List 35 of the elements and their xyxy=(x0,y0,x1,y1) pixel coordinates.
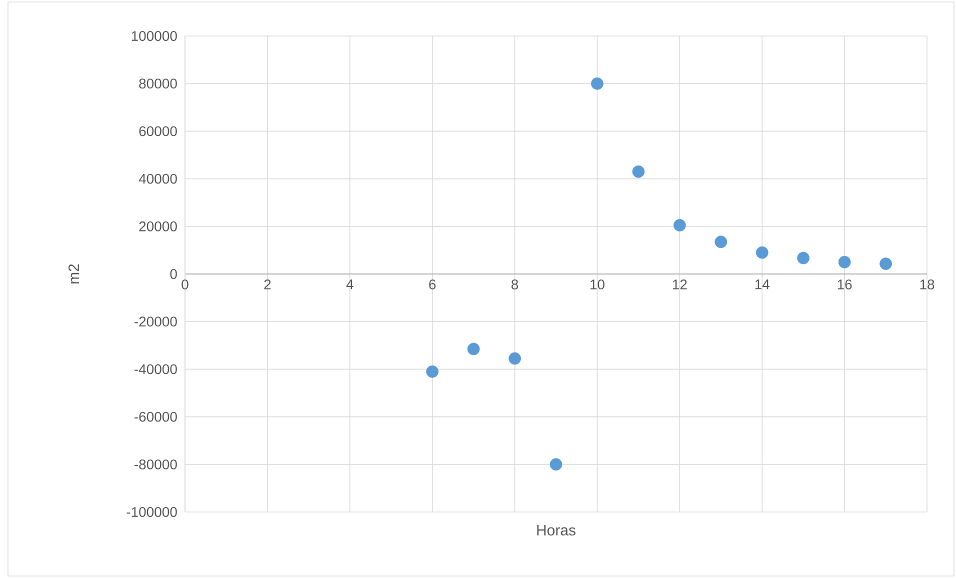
point xyxy=(756,246,768,259)
point xyxy=(714,236,728,248)
point xyxy=(880,258,892,270)
y-tick-label: 80000 xyxy=(139,78,177,89)
x-tick-label: 8 xyxy=(511,280,518,290)
point xyxy=(797,252,810,264)
point xyxy=(508,352,521,365)
x-tick-label: 10 xyxy=(590,280,604,290)
y-tick-label: -20000 xyxy=(134,316,177,327)
x-tick-label: 16 xyxy=(838,280,852,290)
point xyxy=(426,365,439,378)
y-tick-label: -40000 xyxy=(134,364,177,374)
y-axis-title: m2 xyxy=(68,264,79,284)
x-tick-label: 12 xyxy=(672,280,687,290)
x-tick-label: 4 xyxy=(346,280,354,290)
point xyxy=(838,256,851,268)
point xyxy=(467,342,480,356)
y-tick-label: -80000 xyxy=(134,459,177,470)
y-tick-label: 20000 xyxy=(139,221,177,232)
y-tick-label: -60000 xyxy=(134,412,177,422)
x-tick-label: 2 xyxy=(264,280,271,290)
y-tick-label: 60000 xyxy=(139,126,177,136)
y-tick-label: -100000 xyxy=(126,507,177,517)
point xyxy=(673,219,686,232)
x-tick-label: 0 xyxy=(182,280,188,290)
x-tick-label: 18 xyxy=(920,280,934,290)
y-tick-label: 0 xyxy=(170,269,177,279)
point xyxy=(550,458,562,471)
x-axis-title: Horas xyxy=(537,525,576,536)
x-tick-label: 6 xyxy=(429,280,436,290)
x-tick-label: 14 xyxy=(755,280,770,290)
point xyxy=(632,165,645,178)
point xyxy=(591,77,604,90)
y-tick-label: 100000 xyxy=(132,31,177,41)
y-tick-label: 40000 xyxy=(138,174,177,184)
